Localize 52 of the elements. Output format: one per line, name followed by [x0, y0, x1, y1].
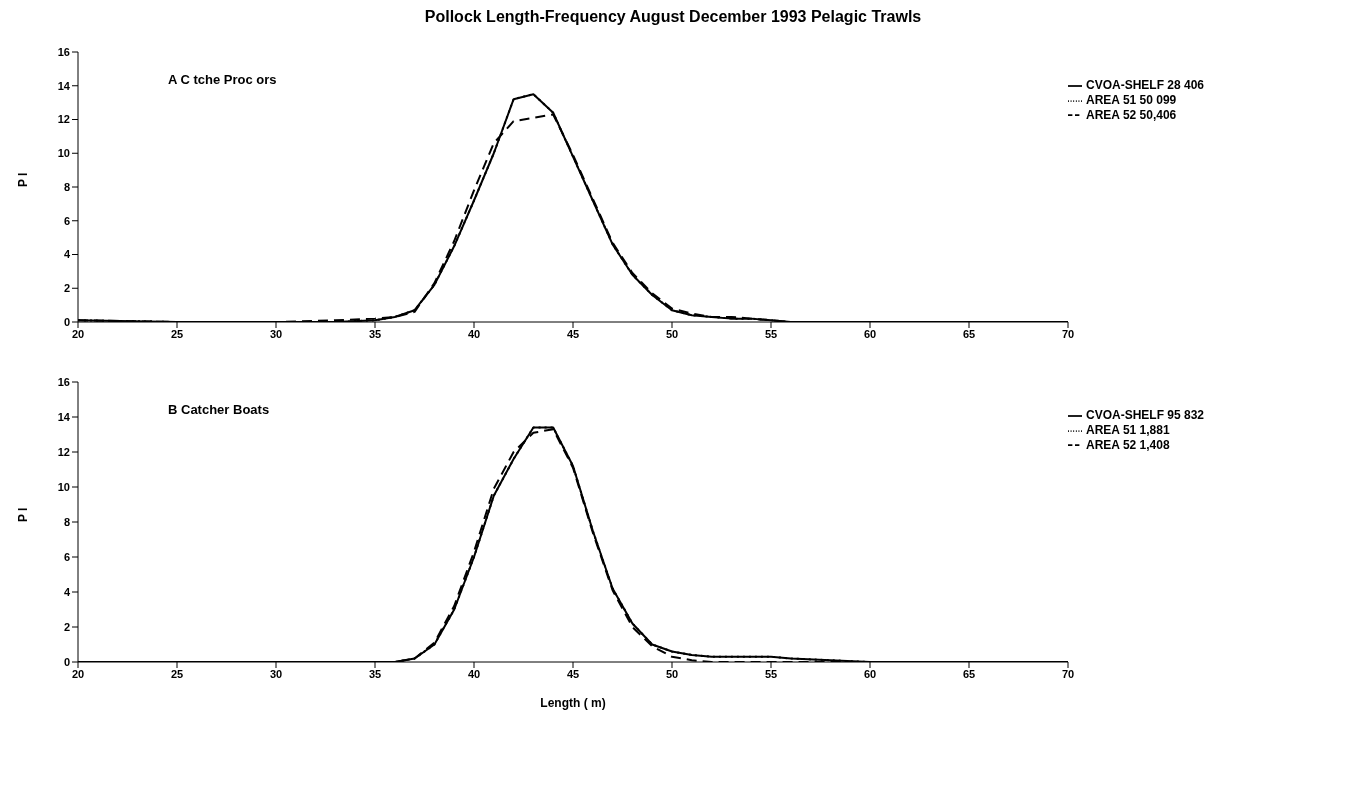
y-tick-label: 8 [63, 515, 70, 528]
x-tick-label: 20 [71, 327, 85, 340]
y-tick-label: 10 [57, 147, 70, 160]
x-tick-label: 25 [170, 327, 184, 340]
y-tick-label: 16 [57, 45, 70, 58]
x-tick-label: 35 [368, 667, 382, 680]
y-tick-label: 2 [63, 282, 70, 295]
x-tick-label: 50 [665, 327, 679, 340]
x-tick-label: 20 [71, 667, 85, 680]
y-tick-label: 12 [57, 113, 70, 126]
y-tick-label: 8 [63, 180, 70, 193]
legend-label: AREA 52 50,406 [1086, 107, 1177, 122]
y-tick-label: 16 [57, 375, 70, 388]
x-tick-label: 70 [1061, 667, 1075, 680]
y-tick-label: 14 [57, 410, 71, 423]
y-tick-label: 0 [63, 655, 70, 668]
x-tick-label: 55 [764, 327, 778, 340]
y-tick-label: 4 [63, 248, 71, 261]
legend-label: CVOA-SHELF 28 406 [1086, 78, 1205, 92]
x-tick-label: 70 [1061, 327, 1075, 340]
y-tick-label: 6 [63, 214, 70, 227]
x-tick-label: 60 [863, 667, 877, 680]
x-tick-label: 60 [863, 327, 877, 340]
x-tick-label: 25 [170, 667, 184, 680]
x-tick-label: 35 [368, 327, 382, 340]
y-axis-title: P l [16, 507, 31, 522]
chart-title: Pollock Length-Frequency August December 1993 Pelagic Trawls [423, 8, 923, 27]
x-tick-label: 55 [764, 667, 778, 680]
annotation: A C tche Proc ors [168, 72, 277, 87]
legend-label: AREA 51 50 099 [1086, 92, 1177, 107]
y-axis-title: P l [16, 172, 31, 187]
x-tick-label: 65 [962, 327, 976, 340]
x-tick-label: 30 [269, 327, 283, 340]
annotation: B Catcher Boats [168, 402, 270, 417]
x-tick-label: 45 [566, 667, 580, 680]
x-tick-label: 30 [269, 667, 283, 680]
y-tick-label: 6 [63, 550, 70, 563]
y-tick-label: 2 [63, 620, 70, 633]
x-tick-label: 65 [962, 667, 976, 680]
legend-label: AREA 52 1,408 [1086, 437, 1170, 452]
y-tick-label: 14 [57, 79, 71, 92]
y-tick-label: 12 [57, 445, 70, 458]
x-tick-label: 45 [566, 327, 580, 340]
x-tick-label: 40 [467, 327, 481, 340]
y-tick-label: 10 [57, 480, 70, 493]
x-axis-title: Length ( m) [540, 696, 606, 710]
x-tick-label: 50 [665, 667, 679, 680]
y-tick-label: 4 [63, 585, 71, 598]
legend-label: CVOA-SHELF 95 832 [1086, 408, 1205, 422]
y-tick-label: 0 [63, 315, 70, 328]
x-tick-label: 40 [467, 667, 481, 680]
legend-label: AREA 51 1,881 [1086, 422, 1170, 437]
